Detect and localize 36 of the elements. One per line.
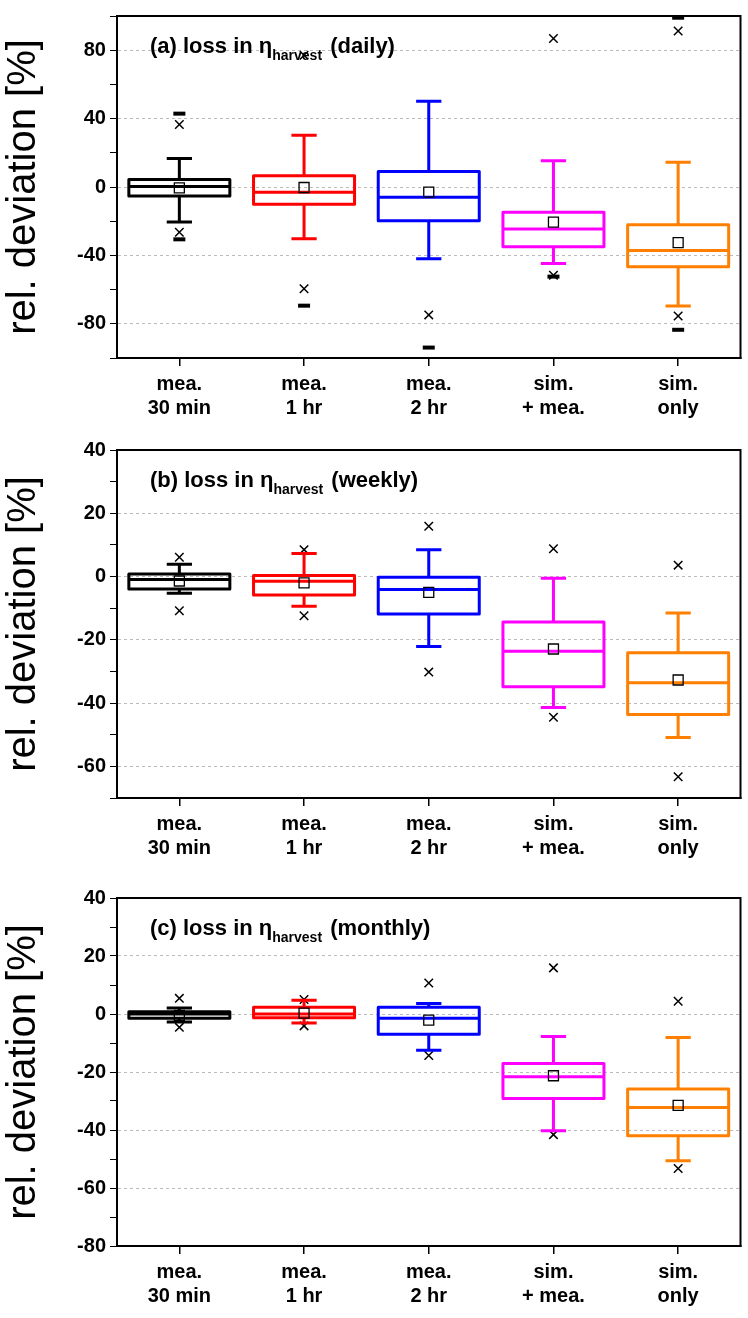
x-tick-label: mea. 1 hr xyxy=(281,1259,327,1306)
x-tick-label: mea. 2 hr xyxy=(405,811,452,858)
x-tick-label: mea. 30 min xyxy=(147,371,212,418)
y-tick-label: -60 xyxy=(77,1175,106,1198)
x-tick-label: sim. only xyxy=(657,371,700,418)
y-tick-label: 0 xyxy=(94,564,106,587)
y-axis-title: rel. deviation [%] xyxy=(0,476,44,772)
y-tick-label: -80 xyxy=(77,1233,106,1256)
x-tick-label: mea. 2 hr xyxy=(405,371,452,418)
x-tick-label: sim. + mea. xyxy=(522,1259,585,1306)
y-tick-label: -40 xyxy=(77,1117,106,1140)
y-tick-label: 40 xyxy=(83,437,106,460)
y-axis-title: rel. deviation [%] xyxy=(0,924,44,1220)
y-tick-label: -40 xyxy=(77,690,106,713)
x-tick-label: mea. 30 min xyxy=(147,1259,212,1306)
y-tick-label: 0 xyxy=(94,174,106,197)
y-tick-label: -20 xyxy=(77,1059,106,1082)
x-tick-label: mea. 30 min xyxy=(147,811,212,858)
y-tick-label: 40 xyxy=(83,106,106,129)
y-tick-label: -20 xyxy=(77,627,106,650)
y-tick-label: 20 xyxy=(83,943,106,966)
y-tick-label: -40 xyxy=(77,242,106,265)
x-tick-label: sim. only xyxy=(657,1259,700,1306)
y-tick-label: -80 xyxy=(77,311,106,334)
y-tick-label: -60 xyxy=(77,753,106,776)
y-tick-label: 80 xyxy=(83,37,106,60)
x-tick-label: mea. 1 hr xyxy=(281,371,327,418)
x-tick-label: mea. 2 hr xyxy=(405,1259,452,1306)
x-tick-label: mea. 1 hr xyxy=(281,811,327,858)
y-tick-label: 20 xyxy=(83,500,106,523)
y-tick-label: 0 xyxy=(94,1001,106,1024)
x-tick-label: sim. + mea. xyxy=(522,811,585,858)
y-axis-title: rel. deviation [%] xyxy=(0,39,44,335)
x-tick-label: sim. only xyxy=(657,811,700,858)
y-tick-label: 40 xyxy=(83,885,106,908)
x-tick-label: sim. + mea. xyxy=(522,371,585,418)
